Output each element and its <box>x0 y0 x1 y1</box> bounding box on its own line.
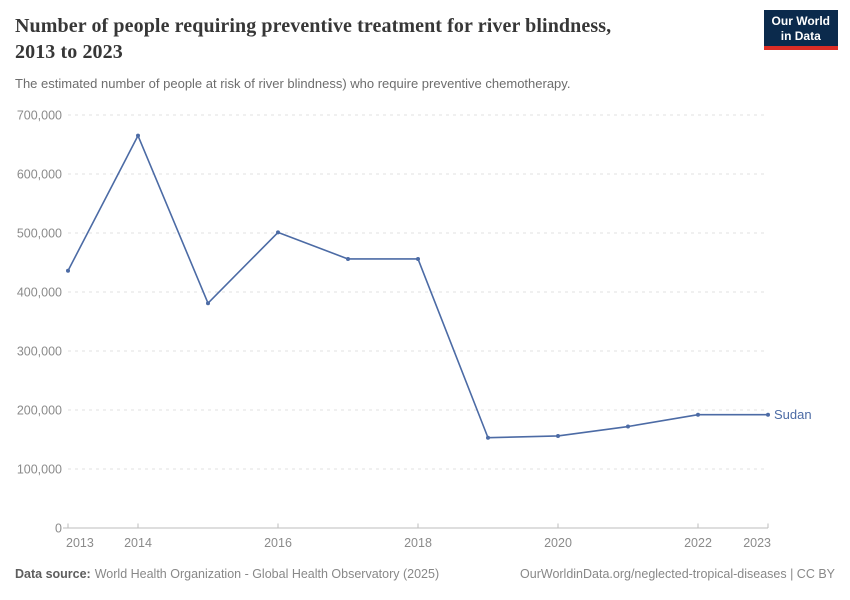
y-axis-tick-label: 300,000 <box>17 345 62 359</box>
data-point[interactable] <box>346 256 350 261</box>
y-axis-tick-label: 500,000 <box>17 227 62 241</box>
data-source-text: World Health Organization - Global Healt… <box>94 567 440 581</box>
data-point[interactable] <box>696 412 700 417</box>
y-axis-tick-label: 400,000 <box>17 286 62 300</box>
data-point[interactable] <box>136 133 140 138</box>
data-point[interactable] <box>626 424 630 429</box>
x-axis-tick-label: 2023 <box>743 536 771 550</box>
trend-line-sudan[interactable] <box>67 134 769 439</box>
data-point[interactable] <box>66 268 70 273</box>
data-point[interactable] <box>276 230 280 235</box>
y-axis-tick-label: 100,000 <box>17 463 62 477</box>
x-axis-tick-label: 2018 <box>404 536 432 550</box>
x-axis-tick-label: 2020 <box>544 536 572 550</box>
data-point[interactable] <box>766 412 770 417</box>
data-point[interactable] <box>206 301 210 306</box>
y-axis-tick-label: 600,000 <box>17 168 62 182</box>
x-axis-tick-label: 2014 <box>124 536 152 550</box>
y-axis-tick-label: 0 <box>55 522 62 536</box>
data-point[interactable] <box>416 256 420 261</box>
page-title: Number of people requiring preventive tr… <box>15 15 612 63</box>
owid-logo-line2: in Data <box>780 29 821 43</box>
chart-canvas: 0 100,000 200,000 300,000 400,000 500,000 600,… <box>17 109 812 551</box>
data-point[interactable] <box>486 435 490 440</box>
data-source: Data source: World Health Organization - … <box>15 567 439 581</box>
footer-link[interactable]: OurWorldinData.org/neglected-tropical-di… <box>520 567 835 581</box>
x-axis-tick-label: 2013 <box>66 536 94 550</box>
owid-logo-line1: Our World <box>771 14 830 28</box>
owid-logo[interactable]: Our World in Data <box>763 10 838 50</box>
x-axis-tick-label: 2022 <box>684 536 712 550</box>
page-subtitle: The estimated number of people at risk o… <box>15 76 571 91</box>
series-label-sudan[interactable]: Sudan <box>774 407 812 422</box>
data-point[interactable] <box>556 433 560 438</box>
y-axis-tick-label: 200,000 <box>17 404 62 418</box>
footer: Data source: World Health Organization - … <box>15 567 835 581</box>
data-source-label: Data source: <box>15 567 91 581</box>
x-axis-tick-label: 2016 <box>264 536 292 550</box>
y-axis-tick-label: 700,000 <box>17 109 62 123</box>
